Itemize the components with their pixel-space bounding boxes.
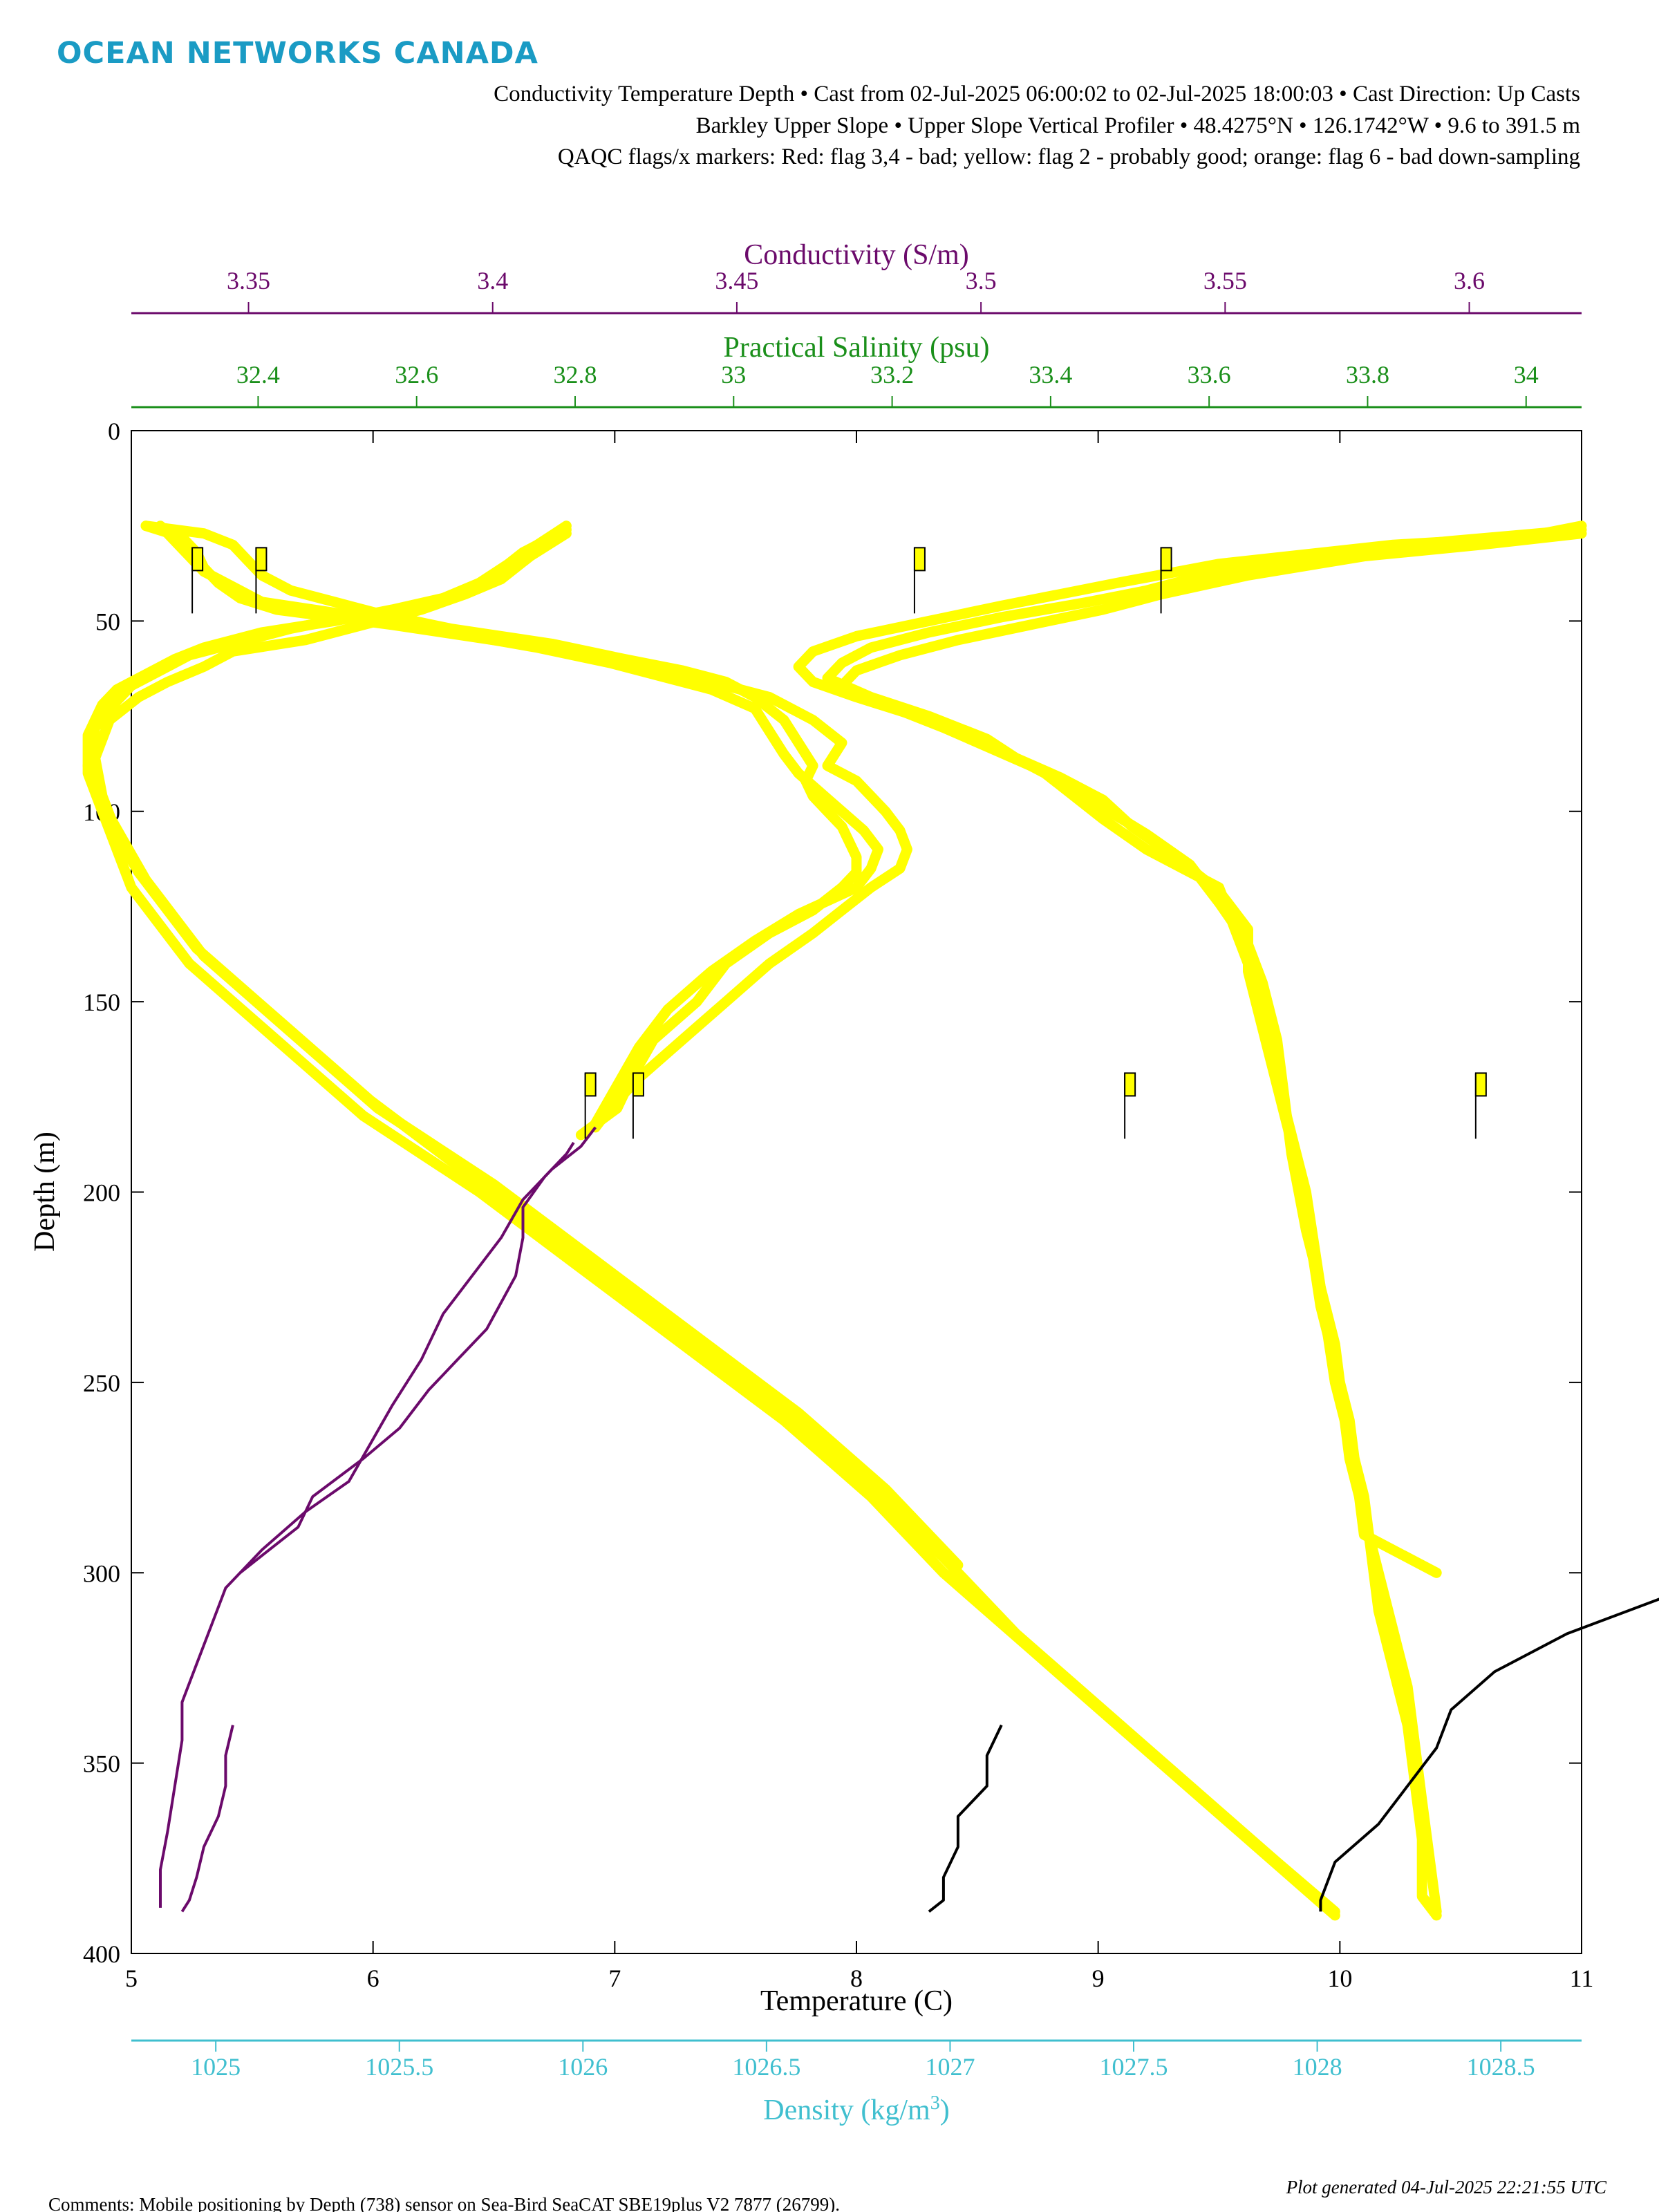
density-tick-label: 1025	[191, 2053, 241, 2081]
density-tick-label: 1026.5	[732, 2053, 800, 2081]
profile-series	[82, 521, 1659, 1921]
brand-logo: OCEAN NETWORKS CANADA	[57, 36, 538, 71]
salinity-tick-label: 34	[1514, 361, 1539, 388]
conductivity-ticks: 3.35 3.4 3.45 3.5 3.55 3.6	[227, 267, 1485, 313]
qaqc-flag-icon	[584, 1072, 597, 1097]
conductivity-tick-label: 3.4	[477, 267, 508, 294]
density-ticks: 1025 1025.5 1026 1026.5 1027 1027.5 1028 1028.5	[191, 2041, 1535, 2081]
density-axis: 1025 1025.5 1026 1026.5 1027 1027.5 1028 1028.5…	[131, 2039, 1582, 2127]
depth-tick-label: 300	[83, 1559, 120, 1587]
salinity-tick-label: 33.2	[870, 361, 914, 388]
depth-axis-title: Depth (m)	[29, 1132, 61, 1252]
temperature-tick-label: 8	[850, 1965, 863, 1992]
qaqc-flag-icon	[913, 547, 926, 572]
conductivity-axis: 3.35 3.4 3.45 3.5 3.55 3.6 Conductivity (S/m)	[131, 239, 1582, 315]
temperature-tick-label: 7	[608, 1965, 621, 1992]
salinity-ticks: 32.4 32.6 32.8 33 33.2 33.4 33.6 33.8 34	[236, 361, 1539, 407]
qaqc-flag-icon	[255, 547, 268, 572]
conductivity-tick-label: 3.5	[966, 267, 997, 294]
temperature-tick-label: 10	[1327, 1965, 1352, 1992]
density-tick-label: 1025.5	[365, 2053, 433, 2081]
density-tick-label: 1028	[1293, 2053, 1342, 2081]
header-line-2: Barkley Upper Slope • Upper Slope Vertic…	[696, 113, 1581, 138]
density-tick-label: 1028.5	[1467, 2053, 1535, 2081]
depth-tick-label: 150	[83, 988, 120, 1016]
series-conductivity-good-10	[159, 1126, 597, 1908]
depth-tick-label: 250	[83, 1369, 120, 1397]
conductivity-tick-label: 3.6	[1454, 267, 1485, 294]
series-conductivity-2	[155, 521, 883, 1129]
series-temperature-good-11	[1319, 1597, 1659, 1912]
salinity-axis-title: Practical Salinity (psu)	[724, 332, 990, 364]
temperature-tick-label: 6	[367, 1965, 379, 1992]
temperature-axis-title: Temperature (C)	[760, 1985, 953, 2017]
depth-tick-label: 50	[95, 608, 120, 635]
temperature-tick-label: 5	[125, 1965, 138, 1992]
conductivity-tick-label: 3.35	[227, 267, 270, 294]
series-salinity-5	[836, 528, 1587, 1917]
header-line-1: Conductivity Temperature Depth • Cast fr…	[494, 82, 1580, 106]
density-tick-label: 1027.5	[1100, 2053, 1168, 2081]
salinity-tick-label: 32.8	[554, 361, 597, 388]
salinity-tick-label: 32.6	[395, 361, 438, 388]
conductivity-tick-label: 3.55	[1203, 267, 1247, 294]
depth-tick-label: 0	[108, 418, 120, 445]
series-conductivity-good-13	[180, 1725, 234, 1913]
depth-tick-label: 200	[83, 1179, 120, 1207]
series-conductivity-good-9	[239, 1141, 575, 1574]
header-line-3: QAQC flags/x markers: Red: flag 3,4 - ba…	[558, 144, 1580, 169]
temperature-ticks: 5 6 7 8 9 10 11	[125, 431, 1593, 1992]
plot-area	[131, 430, 1582, 1954]
temperature-tick-label: 9	[1092, 1965, 1105, 1992]
footer-comments: Comments: Mobile positioning by Depth (7…	[48, 2194, 840, 2212]
series-temperature-8	[90, 528, 1340, 1917]
qaqc-flag-icon	[191, 547, 204, 572]
qaqc-flag-icon	[1160, 547, 1172, 572]
salinity-tick-label: 33	[721, 361, 746, 388]
temperature-tick-label: 11	[1570, 1965, 1594, 1992]
salinity-tick-label: 33.4	[1029, 361, 1072, 388]
salinity-tick-label: 33.8	[1346, 361, 1389, 388]
qaqc-flag-icon	[632, 1072, 644, 1097]
depth-tick-label: 400	[83, 1940, 120, 1968]
series-temperature-good-14	[928, 1724, 1003, 1913]
conductivity-axis-title: Conductivity (S/m)	[744, 239, 969, 271]
series-conductivity-1	[140, 521, 912, 1133]
salinity-tick-label: 32.4	[236, 361, 280, 388]
conductivity-tick-label: 3.45	[715, 267, 758, 294]
salinity-axis: 32.4 32.6 32.8 33 33.2 33.4 33.6 33.8 34 Practic…	[131, 332, 1582, 409]
density-tick-label: 1026	[558, 2053, 608, 2081]
density-tick-label: 1027	[925, 2053, 975, 2081]
qaqc-flag-markers	[191, 547, 1487, 1139]
qaqc-flag-icon	[1474, 1072, 1487, 1097]
density-axis-title: Density (kg/m3)	[763, 2092, 949, 2127]
plot-generated-timestamp: Plot generated 04-Jul-2025 22:21:55 UTC	[1286, 2177, 1607, 2197]
depth-tick-label: 350	[83, 1750, 120, 1778]
qaqc-flag-icon	[1124, 1072, 1136, 1097]
salinity-tick-label: 33.6	[1188, 361, 1231, 388]
